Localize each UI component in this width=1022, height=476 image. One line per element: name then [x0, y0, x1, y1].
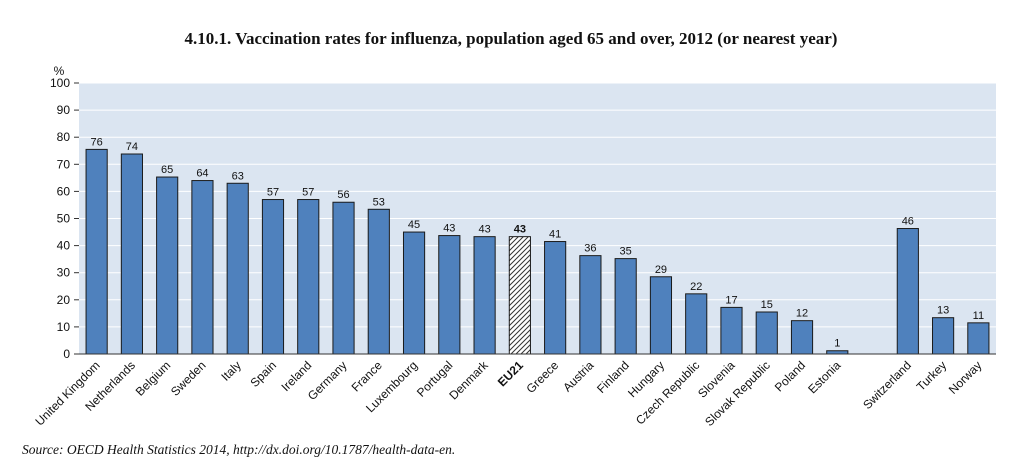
y-axis-ticks: 0 10 20 30 40 50 60 70 80 90 100: [50, 76, 79, 361]
value-label: 15: [761, 299, 773, 311]
value-label: 13: [937, 305, 949, 317]
x-tick-label: Norway: [946, 358, 985, 397]
bar-switzerland: [896, 228, 919, 355]
bar-czech-republic: [685, 293, 708, 355]
y-tick-label: 0: [63, 347, 70, 361]
value-label: 1: [834, 338, 840, 350]
bar-france: [367, 208, 390, 355]
y-tick-label: 90: [57, 103, 71, 117]
value-labels: 76 74 65 64 63 57 57 56 53 45 43 43 43 41 36 35 29 22 17 15…: [91, 136, 985, 349]
value-label: 57: [302, 187, 314, 199]
value-label: 11: [973, 310, 984, 322]
source-label: Source:: [22, 442, 64, 457]
value-label: 17: [725, 294, 737, 306]
bar-belgium: [156, 176, 179, 355]
source-note: Source: OECD Health Statistics 2014, htt…: [22, 442, 455, 458]
bar-turkey: [932, 317, 955, 355]
value-label: 41: [549, 229, 561, 241]
bar-luxembourg: [402, 231, 426, 355]
value-label: 43: [478, 224, 490, 236]
bar-norway: [967, 322, 990, 355]
value-label: 76: [91, 136, 103, 148]
y-tick-label: 40: [57, 239, 71, 253]
bar-spain: [261, 199, 285, 355]
x-tick-label: Italy: [218, 358, 243, 383]
bar-netherlands: [120, 153, 143, 355]
bar-hungary: [649, 276, 673, 355]
bars: [85, 148, 990, 355]
y-tick-label: 30: [57, 266, 71, 280]
y-tick-label: 50: [57, 212, 71, 226]
y-tick-label: 80: [57, 130, 71, 144]
chart-title: 4.10.1. Vaccination rates for influenza,…: [184, 29, 838, 48]
value-label: 29: [655, 264, 667, 276]
bar-poland: [790, 320, 814, 355]
y-tick-label: 20: [57, 293, 71, 307]
value-label: 45: [408, 219, 420, 231]
value-label: 63: [232, 170, 244, 182]
x-tick-label: Estonia: [805, 358, 843, 396]
y-tick-label: 70: [57, 157, 71, 171]
value-label: 36: [584, 243, 596, 255]
bar-sweden: [191, 180, 214, 355]
x-tick-label: Belgium: [133, 358, 174, 399]
x-tick-label: EU21: [495, 358, 526, 389]
value-label: 65: [161, 164, 173, 176]
bar-slovak-republic: [755, 311, 778, 355]
value-label: 12: [796, 308, 808, 320]
value-label: 46: [902, 216, 914, 228]
bar-denmark: [473, 236, 496, 355]
value-label: 43: [514, 224, 526, 236]
x-tick-label: Czech Republic: [633, 358, 702, 427]
x-tick-label: Spain: [247, 358, 279, 390]
y-tick-label: 100: [50, 76, 70, 90]
x-tick-label: Germany: [305, 358, 350, 403]
source-text: OECD Health Statistics 2014, http://dx.d…: [66, 442, 456, 457]
value-label: 22: [690, 281, 702, 293]
value-label: 57: [267, 187, 279, 199]
value-label: 43: [443, 223, 455, 235]
bar-finland: [614, 258, 637, 355]
y-axis-label: %: [54, 64, 65, 78]
x-tick-label: Denmark: [446, 358, 491, 403]
x-tick-label: Poland: [772, 358, 808, 394]
value-label: 56: [337, 189, 349, 201]
bar-portugal: [438, 235, 461, 355]
bar-eu21: [508, 236, 531, 355]
x-tick-label: Slovak Republic: [702, 358, 773, 429]
value-label: 35: [620, 246, 632, 258]
bar-germany: [332, 201, 355, 355]
bar-slovenia: [720, 306, 743, 355]
x-tick-label: Austria: [560, 358, 597, 395]
x-tick-label: Greece: [524, 358, 562, 396]
x-tick-label: Turkey: [914, 358, 950, 394]
bar-austria: [579, 255, 602, 355]
y-tick-label: 60: [57, 184, 71, 198]
x-tick-label: Switzerland: [860, 358, 914, 412]
x-tick-label: Sweden: [168, 358, 209, 399]
bar-greece: [544, 241, 567, 355]
value-label: 74: [126, 141, 138, 153]
value-label: 53: [373, 196, 385, 208]
y-tick-label: 10: [57, 320, 71, 334]
bar-ireland: [297, 199, 320, 355]
bar-italy: [226, 182, 249, 355]
value-label: 64: [196, 168, 208, 180]
bar-united-kingdom: [85, 148, 108, 355]
